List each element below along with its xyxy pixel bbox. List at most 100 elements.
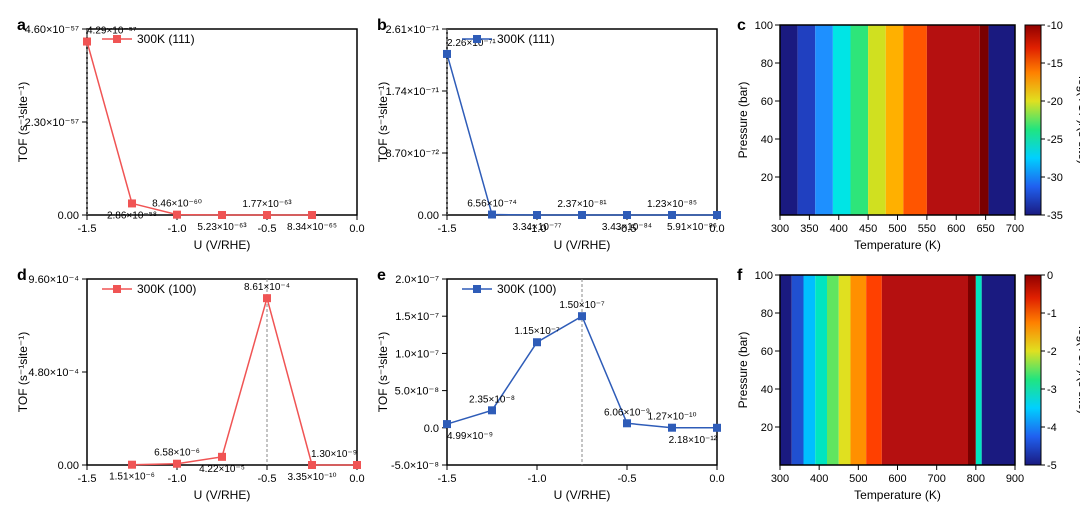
svg-text:Pressure (bar): Pressure (bar) bbox=[736, 82, 750, 159]
panel-label: f bbox=[737, 267, 742, 285]
svg-text:TOF (s⁻¹site⁻¹): TOF (s⁻¹site⁻¹) bbox=[376, 82, 390, 162]
svg-text:-1: -1 bbox=[1047, 308, 1057, 320]
svg-text:800: 800 bbox=[967, 473, 985, 485]
svg-text:4.80×10⁻⁴: 4.80×10⁻⁴ bbox=[28, 367, 79, 379]
svg-text:40: 40 bbox=[761, 134, 773, 146]
svg-text:1.27×10⁻¹⁰: 1.27×10⁻¹⁰ bbox=[647, 412, 696, 423]
svg-text:40: 40 bbox=[761, 384, 773, 396]
svg-text:8.70×10⁻⁷²: 8.70×10⁻⁷² bbox=[385, 148, 439, 160]
svg-text:-5.0×10⁻⁸: -5.0×10⁻⁸ bbox=[391, 460, 439, 472]
svg-text:-1.5: -1.5 bbox=[78, 473, 97, 485]
svg-text:-25: -25 bbox=[1047, 134, 1063, 146]
svg-text:8.46×10⁻⁶⁰: 8.46×10⁻⁶⁰ bbox=[152, 199, 202, 210]
svg-text:700: 700 bbox=[1006, 223, 1024, 235]
svg-text:0.0: 0.0 bbox=[349, 223, 364, 235]
svg-text:5.0×10⁻⁸: 5.0×10⁻⁸ bbox=[395, 386, 439, 398]
svg-text:U (V/RHE): U (V/RHE) bbox=[194, 488, 251, 502]
svg-text:3.34×10⁻⁷⁷: 3.34×10⁻⁷⁷ bbox=[513, 222, 562, 233]
svg-text:6.56×10⁻⁷⁴: 6.56×10⁻⁷⁴ bbox=[467, 199, 517, 210]
svg-text:0.0: 0.0 bbox=[424, 423, 439, 435]
svg-text:2.61×10⁻⁷¹: 2.61×10⁻⁷¹ bbox=[385, 24, 439, 36]
svg-text:-3: -3 bbox=[1047, 384, 1057, 396]
svg-text:6.58×10⁻⁶: 6.58×10⁻⁶ bbox=[154, 448, 200, 459]
svg-text:2.30×10⁻⁵⁷: 2.30×10⁻⁵⁷ bbox=[25, 117, 79, 129]
panel-d: d-1.5-1.0-0.50.00.004.80×10⁻⁴9.60×10⁻⁴U … bbox=[15, 265, 365, 505]
svg-text:1.30×10⁻⁹: 1.30×10⁻⁹ bbox=[311, 449, 357, 460]
svg-text:4.60×10⁻⁵⁷: 4.60×10⁻⁵⁷ bbox=[25, 24, 79, 36]
svg-text:log(TOF)/(s·site): log(TOF)/(s·site) bbox=[1076, 76, 1080, 164]
svg-text:U (V/RHE): U (V/RHE) bbox=[554, 488, 611, 502]
svg-text:-0.5: -0.5 bbox=[258, 223, 277, 235]
svg-text:100: 100 bbox=[755, 20, 773, 32]
svg-text:-0.5: -0.5 bbox=[618, 473, 637, 485]
svg-text:Temperature (K): Temperature (K) bbox=[854, 238, 941, 252]
panel-label: b bbox=[377, 17, 387, 35]
svg-text:100: 100 bbox=[755, 270, 773, 282]
svg-text:350: 350 bbox=[800, 223, 818, 235]
svg-text:300: 300 bbox=[771, 223, 789, 235]
panel-label: c bbox=[737, 17, 746, 35]
svg-text:300K (111): 300K (111) bbox=[137, 32, 195, 46]
svg-text:U (V/RHE): U (V/RHE) bbox=[554, 238, 611, 252]
svg-text:650: 650 bbox=[976, 223, 994, 235]
svg-text:2.35×10⁻⁸: 2.35×10⁻⁸ bbox=[469, 394, 515, 405]
svg-text:-1.0: -1.0 bbox=[168, 223, 187, 235]
svg-text:20: 20 bbox=[761, 172, 773, 184]
svg-text:80: 80 bbox=[761, 58, 773, 70]
svg-text:6.06×10⁻⁹: 6.06×10⁻⁹ bbox=[604, 407, 650, 418]
svg-text:1.77×10⁻⁶³: 1.77×10⁻⁶³ bbox=[242, 199, 292, 210]
svg-text:20: 20 bbox=[761, 422, 773, 434]
svg-text:3.35×10⁻¹⁰: 3.35×10⁻¹⁰ bbox=[287, 472, 336, 483]
svg-text:Temperature (K): Temperature (K) bbox=[854, 488, 941, 502]
svg-text:60: 60 bbox=[761, 96, 773, 108]
svg-text:-1.0: -1.0 bbox=[168, 473, 187, 485]
svg-text:4.22×10⁻⁵: 4.22×10⁻⁵ bbox=[199, 464, 245, 475]
panel-b: b-1.5-1.0-0.50.00.008.70×10⁻⁷²1.74×10⁻⁷¹… bbox=[375, 15, 725, 255]
svg-text:0.00: 0.00 bbox=[58, 210, 79, 222]
svg-text:0.00: 0.00 bbox=[58, 460, 79, 472]
svg-text:550: 550 bbox=[918, 223, 936, 235]
svg-text:U (V/RHE): U (V/RHE) bbox=[194, 238, 251, 252]
svg-text:0.00: 0.00 bbox=[418, 210, 439, 222]
svg-text:1.50×10⁻⁷: 1.50×10⁻⁷ bbox=[559, 300, 605, 311]
panel-label: a bbox=[17, 17, 26, 35]
svg-text:-15: -15 bbox=[1047, 58, 1063, 70]
svg-text:-35: -35 bbox=[1047, 210, 1063, 222]
svg-text:1.23×10⁻⁸⁵: 1.23×10⁻⁸⁵ bbox=[647, 199, 697, 210]
svg-text:TOF (s⁻¹site⁻¹): TOF (s⁻¹site⁻¹) bbox=[376, 332, 390, 412]
svg-text:80: 80 bbox=[761, 308, 773, 320]
svg-text:1.74×10⁻⁷¹: 1.74×10⁻⁷¹ bbox=[385, 86, 439, 98]
svg-text:log(TOF)/(s·site): log(TOF)/(s·site) bbox=[1076, 326, 1080, 414]
svg-text:600: 600 bbox=[947, 223, 965, 235]
svg-text:1.0×10⁻⁷: 1.0×10⁻⁷ bbox=[395, 348, 439, 360]
svg-text:300K (111): 300K (111) bbox=[497, 32, 555, 46]
svg-text:500: 500 bbox=[849, 473, 867, 485]
svg-text:-20: -20 bbox=[1047, 96, 1063, 108]
svg-text:60: 60 bbox=[761, 346, 773, 358]
panel-label: d bbox=[17, 267, 27, 285]
svg-text:300: 300 bbox=[771, 473, 789, 485]
svg-text:0: 0 bbox=[1047, 270, 1053, 282]
svg-text:-0.5: -0.5 bbox=[258, 473, 277, 485]
panel-c: c30035040045050055060065070020406080100T… bbox=[735, 15, 1080, 255]
svg-text:300K (100): 300K (100) bbox=[137, 282, 196, 296]
svg-text:3.43×10⁻⁸⁴: 3.43×10⁻⁸⁴ bbox=[602, 222, 652, 233]
svg-text:-1.5: -1.5 bbox=[78, 223, 97, 235]
panel-f: f30040050060070080090020406080100Tempera… bbox=[735, 265, 1080, 505]
svg-text:TOF (s⁻¹site⁻¹): TOF (s⁻¹site⁻¹) bbox=[16, 332, 30, 412]
svg-text:8.61×10⁻⁴: 8.61×10⁻⁴ bbox=[244, 282, 290, 293]
panel-e: e-1.5-1.0-0.50.0-5.0×10⁻⁸0.05.0×10⁻⁸1.0×… bbox=[375, 265, 725, 505]
svg-text:1.51×10⁻⁶: 1.51×10⁻⁶ bbox=[109, 472, 155, 483]
svg-text:-5: -5 bbox=[1047, 460, 1057, 472]
svg-text:900: 900 bbox=[1006, 473, 1024, 485]
svg-text:600: 600 bbox=[888, 473, 906, 485]
svg-text:-4: -4 bbox=[1047, 422, 1057, 434]
svg-text:TOF (s⁻¹site⁻¹): TOF (s⁻¹site⁻¹) bbox=[16, 82, 30, 162]
panel-a: a -1.5 -1.0 -0.5 0.0 0.00 2.30×10⁻⁵⁷ 4.60×10⁻⁵⁷… bbox=[15, 15, 365, 255]
svg-text:1.15×10⁻⁷: 1.15×10⁻⁷ bbox=[514, 326, 560, 337]
svg-text:-30: -30 bbox=[1047, 172, 1063, 184]
svg-text:450: 450 bbox=[859, 223, 877, 235]
svg-text:-2: -2 bbox=[1047, 346, 1057, 358]
svg-text:500: 500 bbox=[888, 223, 906, 235]
svg-text:0.0: 0.0 bbox=[349, 473, 364, 485]
